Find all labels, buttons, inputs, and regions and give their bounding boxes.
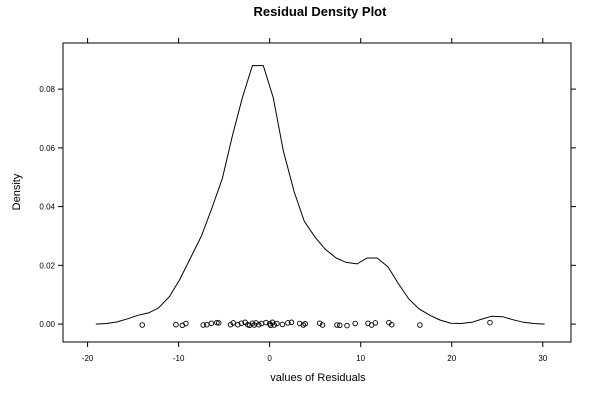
chart-title: Residual Density Plot bbox=[254, 4, 388, 19]
axis-tick-labels: -20 -10 0 10 20 30 0.00 0.02 0.04 0.06 0.08 bbox=[39, 85, 547, 363]
rug-point bbox=[302, 321, 308, 327]
rug-point bbox=[263, 319, 269, 326]
rug-point bbox=[173, 321, 179, 328]
rug-point bbox=[255, 321, 262, 328]
rug-point bbox=[208, 320, 215, 326]
density-line bbox=[95, 65, 545, 325]
rug-point bbox=[285, 320, 291, 326]
rug-point bbox=[139, 322, 145, 328]
rug-point bbox=[274, 320, 280, 327]
x-tick-label: -20 bbox=[82, 354, 94, 363]
rug-point bbox=[215, 320, 222, 326]
x-tick-label: 0 bbox=[267, 354, 272, 363]
rug-point bbox=[344, 322, 350, 329]
rug-point bbox=[337, 322, 343, 329]
rug-point bbox=[271, 322, 277, 328]
rug-point bbox=[200, 322, 206, 328]
rug-point bbox=[334, 322, 340, 328]
rug-points bbox=[139, 319, 493, 329]
rug-point bbox=[316, 320, 323, 326]
rug-point bbox=[238, 320, 245, 326]
rug-point bbox=[319, 322, 326, 328]
y-tick-label: 0.06 bbox=[39, 144, 55, 153]
x-tick-label: 30 bbox=[538, 354, 547, 363]
rug-point bbox=[183, 320, 189, 327]
rug-point bbox=[249, 320, 256, 326]
rug-point bbox=[487, 319, 493, 326]
y-tick-label: 0.02 bbox=[39, 261, 55, 270]
x-tick-label: 10 bbox=[356, 354, 365, 363]
rug-point bbox=[258, 320, 265, 327]
x-tick-label: -10 bbox=[173, 354, 185, 363]
plot-frame bbox=[62, 42, 572, 343]
rug-point bbox=[372, 320, 379, 326]
rug-point bbox=[417, 322, 423, 328]
rug-point bbox=[279, 321, 286, 328]
rug-point bbox=[388, 321, 395, 328]
x-axis-label: values of Residuals bbox=[270, 372, 366, 384]
rug-point bbox=[288, 319, 295, 326]
rug-point bbox=[230, 320, 236, 326]
y-axis-label: Density bbox=[11, 173, 23, 210]
y-tick-label: 0.00 bbox=[39, 320, 55, 329]
y-tick-label: 0.08 bbox=[39, 85, 55, 94]
rug-point bbox=[352, 320, 358, 327]
y-tick-label: 0.04 bbox=[39, 203, 55, 212]
x-tick-label: 20 bbox=[447, 354, 456, 363]
axis-ticks bbox=[58, 38, 576, 347]
